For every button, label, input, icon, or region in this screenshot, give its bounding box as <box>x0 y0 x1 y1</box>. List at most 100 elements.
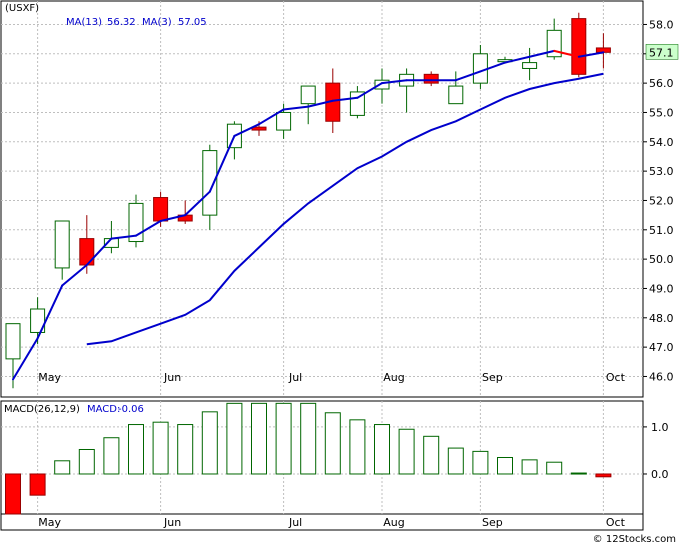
price-tick-label: 58.0 <box>649 18 674 31</box>
macd-bar <box>251 402 267 475</box>
macd-bar <box>5 473 21 515</box>
candle-body <box>546 29 562 58</box>
macd-bar <box>423 435 440 475</box>
legend-ma13-name: MA(13) <box>66 17 102 28</box>
macd-x-label: Jun <box>163 516 181 529</box>
ticker-label: (USXF) <box>5 3 39 14</box>
macd-bar <box>128 424 144 475</box>
macd-bar <box>447 447 464 475</box>
candle-body <box>374 79 390 90</box>
last-price-tag: 57.1 <box>645 44 679 60</box>
price-tick-label: 48.0 <box>649 312 674 325</box>
ma3-segment <box>159 214 187 222</box>
price-tick-label: 53.0 <box>649 165 674 178</box>
macd-bar <box>103 437 120 475</box>
macd-x-label: Sep <box>482 516 503 529</box>
ma3-segment <box>233 123 260 137</box>
macd-x-label: Jul <box>288 516 302 529</box>
price-tick-label: 55.0 <box>649 106 674 119</box>
watermark: © 12Stocks.com <box>593 534 676 545</box>
macd-axis-strip <box>0 513 644 531</box>
ma3-segment <box>528 49 556 58</box>
candle-body <box>54 220 70 269</box>
ma3-segment <box>282 105 310 111</box>
candle-body <box>276 111 292 131</box>
ma3-segment <box>208 134 236 193</box>
macd-bar <box>472 450 489 475</box>
macd-bar <box>521 459 538 475</box>
macd-bar <box>177 424 194 475</box>
price-tick-label: 49.0 <box>649 282 674 295</box>
legend-ma3-name: MA(3) <box>142 17 172 28</box>
price-tick-label: 46.0 <box>649 370 674 383</box>
ma3-segment <box>356 82 383 99</box>
ma3-segment <box>135 220 162 237</box>
price-grid <box>1 1 643 397</box>
macd-x-label: Oct <box>606 516 626 529</box>
macd-legend-value: -0.06 <box>118 404 144 415</box>
candle-body <box>472 53 488 84</box>
price-tick-label: 51.0 <box>649 224 674 237</box>
macd-tick-label: 0.0 <box>651 468 669 481</box>
candle-body <box>128 202 144 243</box>
price-panel-frame <box>0 0 644 398</box>
candle-body <box>300 85 316 105</box>
price-x-label: Aug <box>383 371 404 384</box>
last-price-label: 57.1 <box>649 46 674 59</box>
ma3-segment <box>184 190 211 217</box>
ma3-segment <box>12 337 39 381</box>
ma3-segment <box>85 237 113 266</box>
ma3-segment <box>36 284 64 340</box>
moving-averages <box>12 49 605 381</box>
price-tick-label: 52.0 <box>649 194 674 207</box>
macd-bar <box>29 473 46 496</box>
price-x-label: May <box>38 371 61 384</box>
macd-bar <box>275 402 292 475</box>
candle-body <box>202 150 218 216</box>
macd-x-labels: May Jun Jul Aug Sep Oct <box>38 516 625 529</box>
ma3-segment <box>504 55 531 64</box>
price-x-labels: May Jun Jul Aug Sep Oct <box>38 371 625 384</box>
macd-bar <box>398 428 415 475</box>
ma3-segment <box>454 70 482 82</box>
price-tick-label: 50.0 <box>649 253 674 266</box>
legend-ma13-value: 56.32 <box>107 17 136 28</box>
macd-x-label: May <box>38 516 61 529</box>
candles <box>5 12 611 389</box>
price-tick-label: 56.0 <box>649 77 674 90</box>
ma3-segment <box>61 264 88 287</box>
ma3-segment <box>110 234 137 240</box>
macd-bar <box>349 419 366 475</box>
macd-bar <box>595 473 612 478</box>
macd-bar <box>497 457 513 475</box>
macd-bar <box>324 412 341 475</box>
candle-body <box>571 18 587 75</box>
price-x-label: Jul <box>288 371 302 384</box>
candle-body <box>5 323 21 360</box>
macd-y-ticks: 0.0 1.0 <box>643 421 669 481</box>
macd-bar <box>546 461 563 475</box>
macd-bars <box>5 402 612 515</box>
ma3-segment <box>258 108 285 126</box>
candle-body <box>153 197 169 222</box>
macd-tick-label: 1.0 <box>651 421 669 434</box>
macd-bar <box>374 424 390 475</box>
price-tick-label: 47.0 <box>649 341 674 354</box>
macd-x-label: Aug <box>383 516 404 529</box>
legend-ma3-value: 57.05 <box>178 17 207 28</box>
price-tick-label: 54.0 <box>649 136 674 149</box>
price-x-label: Sep <box>482 371 503 384</box>
ma3-segment <box>307 99 334 108</box>
macd-title: MACD(26,12,9) <box>4 404 80 415</box>
macd-bar <box>78 448 95 475</box>
ma3-segment <box>381 79 408 85</box>
macd-bar <box>226 402 243 475</box>
price-x-label: Oct <box>606 371 626 384</box>
candle-body <box>423 73 439 84</box>
price-x-label: Jun <box>163 371 181 384</box>
macd-bar <box>152 421 169 475</box>
candle-body <box>522 62 538 69</box>
macd-bar <box>54 460 71 475</box>
ma3-segment <box>331 96 359 102</box>
